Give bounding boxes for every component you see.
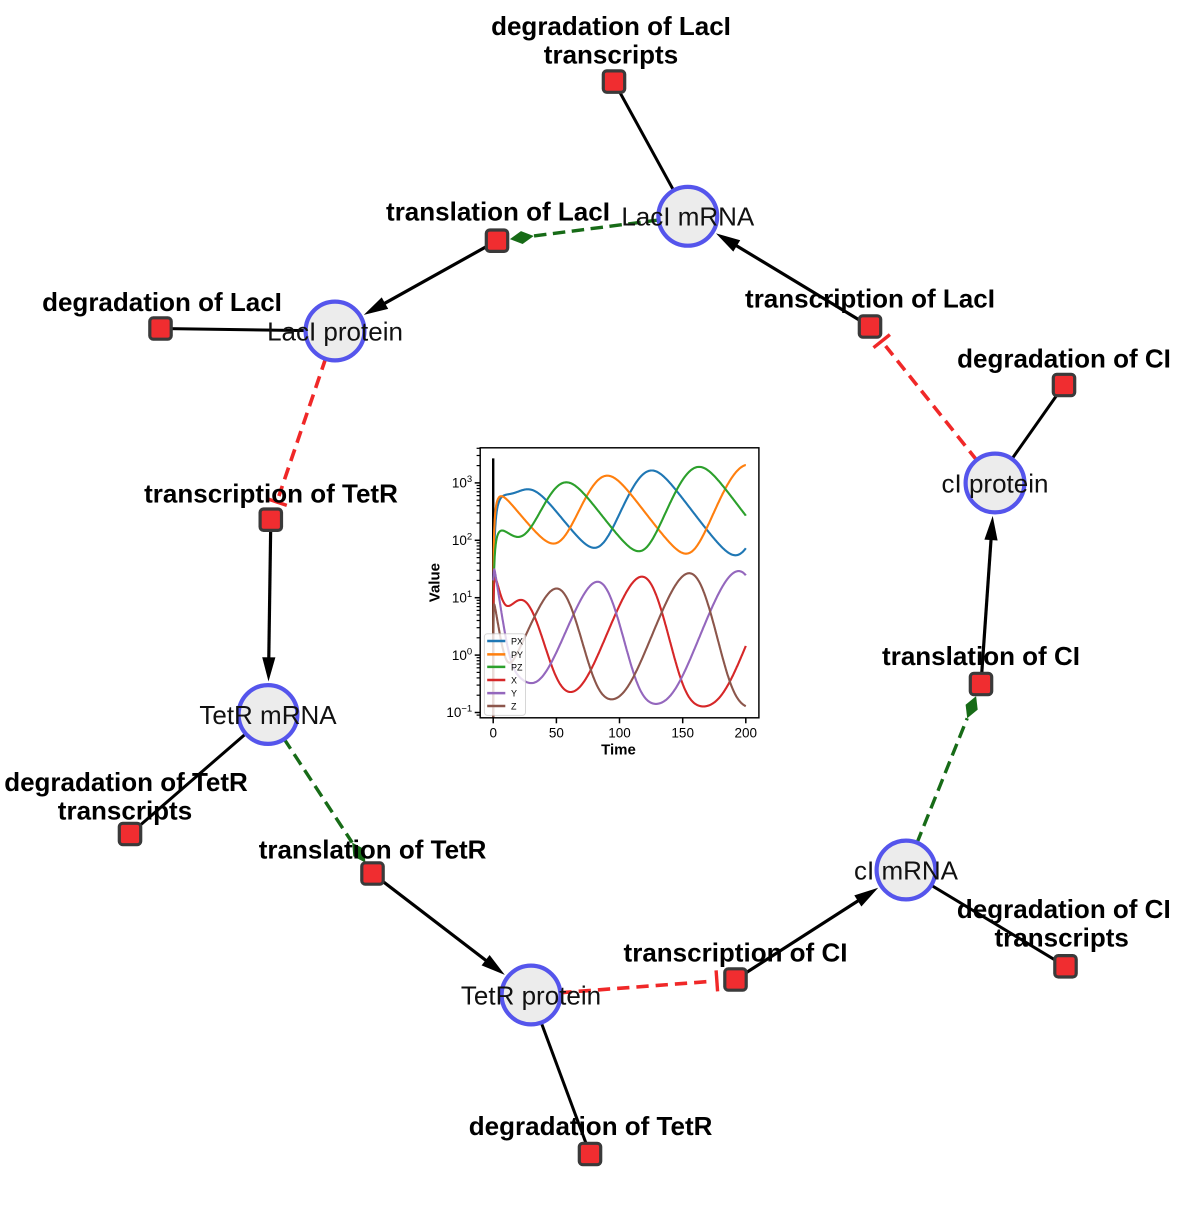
svg-text:LacI mRNA: LacI mRNA xyxy=(621,202,755,232)
svg-text:translation of LacI: translation of LacI xyxy=(386,197,610,227)
svg-text:Z: Z xyxy=(511,701,517,711)
svg-text:transcription of LacI: transcription of LacI xyxy=(745,284,995,314)
svg-text:X: X xyxy=(511,675,517,685)
svg-text:degradation of LacI: degradation of LacI xyxy=(491,11,731,41)
svg-text:LacI protein: LacI protein xyxy=(267,316,403,346)
svg-text:TetR mRNA: TetR mRNA xyxy=(199,700,337,730)
svg-text:PX: PX xyxy=(511,636,523,646)
svg-text:cI protein: cI protein xyxy=(942,468,1049,498)
svg-text:TetR protein: TetR protein xyxy=(461,980,601,1010)
svg-text:150: 150 xyxy=(671,725,694,740)
svg-text:Y: Y xyxy=(511,689,517,699)
svg-text:transcripts: transcripts xyxy=(544,40,678,70)
svg-text:100: 100 xyxy=(608,725,631,740)
svg-text:0: 0 xyxy=(489,725,497,740)
svg-text:transcripts: transcripts xyxy=(58,796,192,826)
svg-text:Time: Time xyxy=(601,742,636,759)
svg-text:transcription of TetR: transcription of TetR xyxy=(144,478,398,508)
svg-text:200: 200 xyxy=(735,725,758,740)
svg-text:50: 50 xyxy=(549,725,564,740)
svg-text:degradation of TetR: degradation of TetR xyxy=(469,1111,713,1141)
svg-text:transcription of CI: transcription of CI xyxy=(624,938,848,968)
svg-text:degradation of LacI: degradation of LacI xyxy=(42,287,282,317)
svg-text:cI mRNA: cI mRNA xyxy=(854,855,959,885)
svg-text:translation of TetR: translation of TetR xyxy=(259,835,487,865)
svg-text:transcripts: transcripts xyxy=(995,923,1129,953)
svg-text:translation of CI: translation of CI xyxy=(882,641,1080,671)
svg-text:degradation of TetR: degradation of TetR xyxy=(4,767,248,797)
svg-text:degradation of CI: degradation of CI xyxy=(957,344,1171,374)
svg-text:PY: PY xyxy=(511,650,523,660)
svg-text:degradation of CI: degradation of CI xyxy=(957,894,1171,924)
svg-text:PZ: PZ xyxy=(511,662,523,672)
svg-text:Value: Value xyxy=(427,563,444,602)
